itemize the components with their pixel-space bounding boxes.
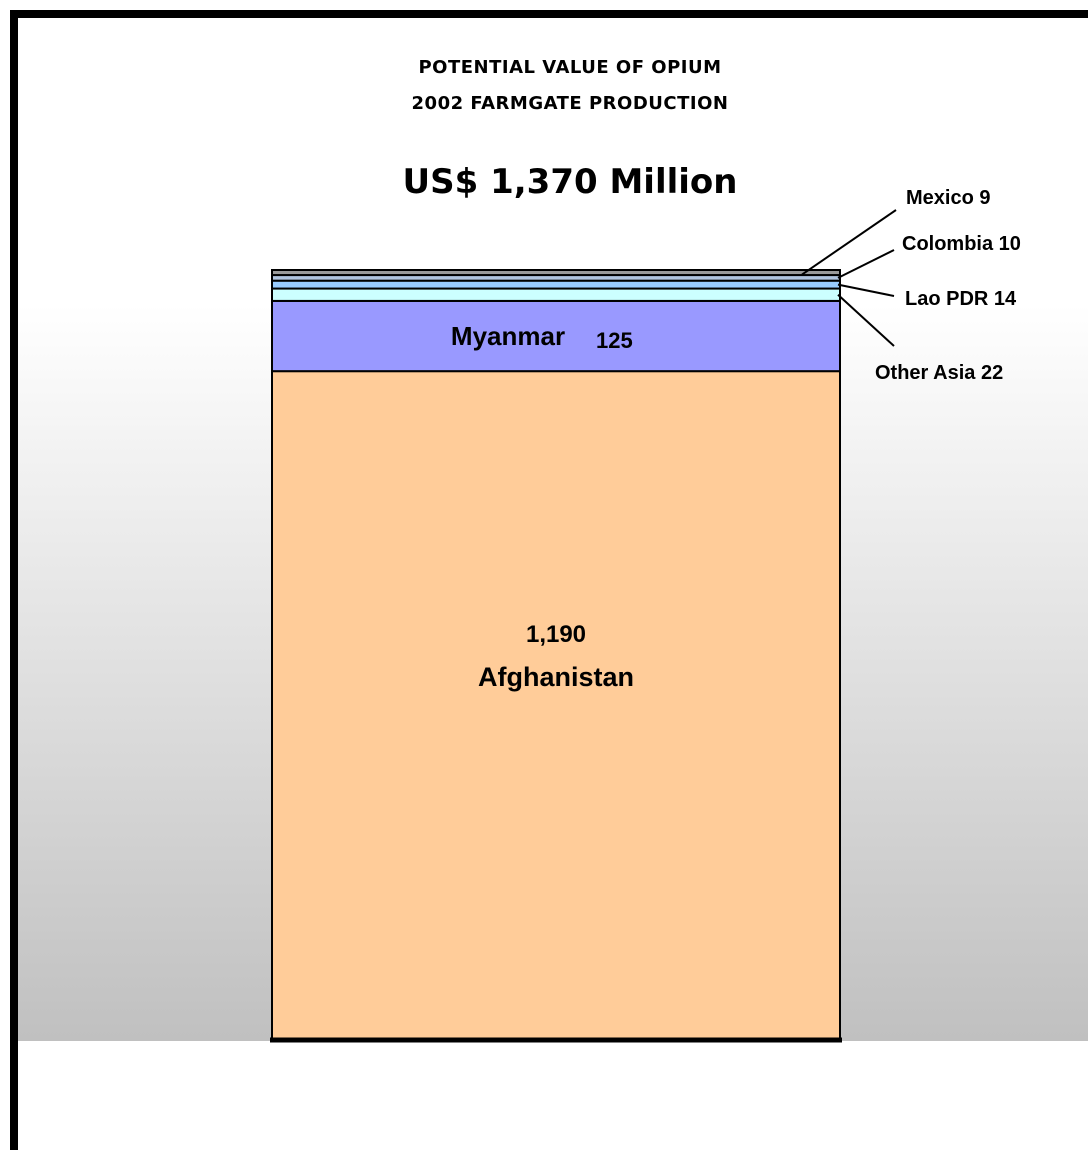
callout-label-colombia: Colombia 10 bbox=[902, 233, 1021, 255]
leader-line-lao-pdr bbox=[837, 283, 895, 297]
bar-segment-mexico bbox=[271, 269, 841, 277]
callout-label-other-asia: Other Asia 22 bbox=[875, 362, 1003, 384]
segment-name-afghanistan: Afghanistan bbox=[478, 662, 634, 692]
chart-total-label: US$ 1,370 Million bbox=[402, 162, 738, 202]
stacked-bar bbox=[270, 269, 842, 1043]
callout-label-lao-pdr: Lao PDR 14 bbox=[905, 288, 1017, 310]
bar-segment-afghanistan bbox=[271, 370, 841, 1041]
chart-title-line1: POTENTIAL VALUE OF OPIUM bbox=[418, 57, 722, 78]
segment-name-myanmar: Myanmar bbox=[451, 321, 565, 351]
leader-line-mexico bbox=[801, 209, 897, 276]
chart-title-line2: 2002 FARMGATE PRODUCTION bbox=[411, 93, 729, 114]
segment-value-myanmar: 125 bbox=[596, 328, 633, 353]
bar-segment-myanmar bbox=[271, 299, 841, 373]
segment-labels: 1,190 Afghanistan Myanmar 125 Mexico 9 Colomb… bbox=[451, 187, 1021, 692]
segment-value-afghanistan: 1,190 bbox=[526, 621, 586, 648]
leader-line-other-asia bbox=[837, 293, 895, 347]
bar-segment-other-asia bbox=[271, 287, 841, 302]
leader-line-colombia bbox=[837, 249, 895, 279]
bar-segment-lao-pdr bbox=[271, 279, 841, 290]
callout-label-mexico: Mexico 9 bbox=[906, 187, 990, 209]
chart-frame bbox=[10, 10, 1088, 1150]
